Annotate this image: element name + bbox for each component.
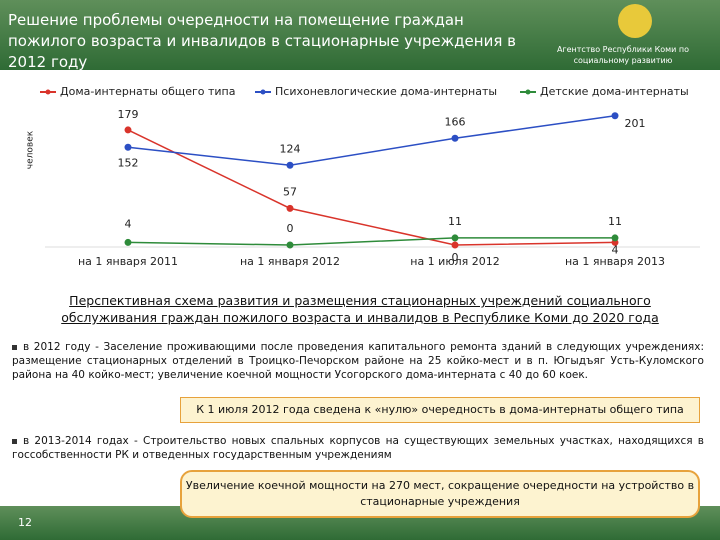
header-band — [0, 0, 720, 70]
data-label: 152 — [118, 156, 139, 169]
legend-label: Детские дома-интернаты — [540, 85, 689, 98]
data-label: 179 — [118, 108, 139, 121]
x-tick-label: на 1 января 2013 — [565, 255, 665, 268]
data-label: 166 — [445, 115, 466, 128]
page-number: 12 — [18, 516, 32, 529]
paragraph: в 2012 году - Заселение проживающими пос… — [12, 340, 704, 382]
agency-name: Агентство Республики Коми по социальному… — [556, 45, 690, 65]
data-label: 0 — [287, 222, 294, 235]
logo — [618, 4, 652, 38]
highlight-box: К 1 июля 2012 года сведена к «нулю» очер… — [180, 397, 700, 423]
series-line — [127, 129, 616, 246]
legend-marker — [260, 89, 266, 95]
series-line — [127, 115, 616, 167]
data-point — [124, 126, 132, 134]
bullet — [12, 438, 17, 444]
data-point — [124, 238, 132, 246]
data-point — [451, 134, 459, 142]
slide-title: Решение проблемы очередности на помещени… — [8, 11, 516, 71]
chart: человек на 1 января 2011 на 1 января 2012… — [26, 85, 700, 268]
legend-label: Психоневлогические дома-интернаты — [275, 85, 497, 98]
legend-marker — [525, 89, 531, 95]
x-tick-label: на 1 января 2011 — [78, 255, 178, 268]
series-line — [127, 237, 615, 246]
data-point — [286, 204, 294, 212]
data-label: 4 — [125, 217, 132, 230]
x-tick-label: на 1 января 2012 — [240, 255, 340, 268]
highlight-box: Увеличение коечной мощности на 270 мест,… — [180, 470, 700, 518]
data-point — [611, 234, 619, 242]
paragraph: в 2013-2014 годах - Строительство новых … — [12, 434, 704, 462]
data-point — [611, 112, 619, 120]
data-label: 201 — [625, 117, 646, 130]
y-axis-label: человек — [26, 130, 36, 169]
data-label: 11 — [448, 215, 462, 228]
data-point — [286, 241, 294, 249]
paragraph-text: в 2013-2014 годах - Строительство новых … — [12, 435, 704, 461]
data-point — [286, 161, 294, 169]
section-heading: Перспективная схема развития и размещени… — [61, 293, 659, 325]
data-point — [124, 143, 132, 151]
bullet — [12, 344, 17, 350]
legend-label: Дома-интернаты общего типа — [60, 85, 236, 98]
data-label: 57 — [283, 185, 297, 198]
data-label: 4 — [612, 243, 619, 256]
data-label: 11 — [608, 215, 622, 228]
data-label: 0 — [452, 251, 459, 264]
x-tick-label: на 1 июля 2012 — [410, 255, 499, 268]
legend-marker — [45, 89, 51, 95]
data-label: 124 — [280, 142, 301, 155]
data-point — [451, 241, 459, 249]
data-point — [451, 234, 459, 242]
paragraph-text: в 2012 году - Заселение проживающими пос… — [12, 341, 704, 381]
